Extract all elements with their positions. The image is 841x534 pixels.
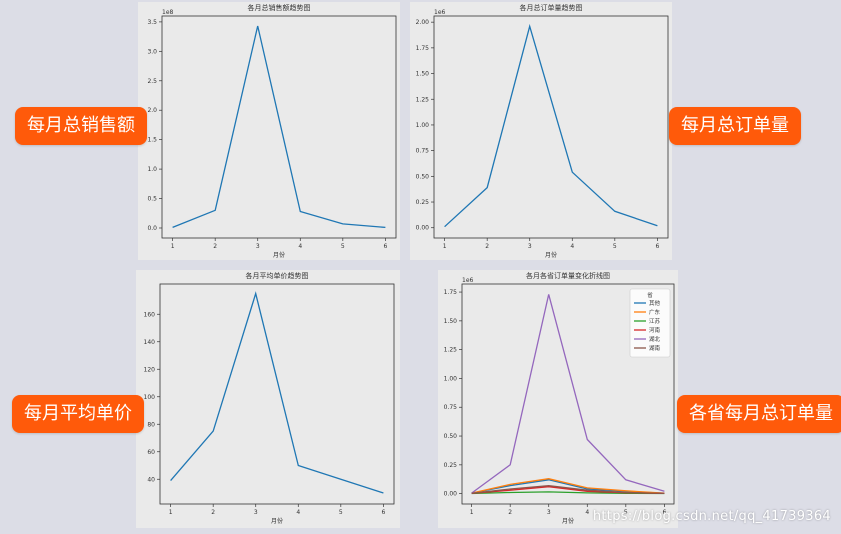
x-tick-label: 5 bbox=[613, 243, 617, 250]
x-tick-label: 3 bbox=[528, 243, 532, 250]
y-offset-label: 1e6 bbox=[434, 9, 446, 16]
legend-title: 省 bbox=[647, 291, 653, 299]
chart-title: 各月平均单价趋势图 bbox=[246, 271, 309, 280]
y-tick-label: 2.5 bbox=[147, 78, 157, 85]
y-tick-label: 1.0 bbox=[147, 166, 157, 173]
y-tick-label: 1.75 bbox=[444, 289, 458, 296]
series-line-4 bbox=[471, 294, 665, 494]
y-tick-label: 100 bbox=[144, 394, 156, 401]
x-tick-label: 4 bbox=[296, 509, 300, 516]
y-tick-label: 1.50 bbox=[416, 71, 430, 78]
chart-panel-2: 各月总订单量趋势图 1e6 1 2 3 4 5 6 0.00 0.25 0.50 0.75 1.00 1.… bbox=[410, 2, 672, 260]
y-tick-label: 0.75 bbox=[444, 404, 458, 411]
x-tick-label: 2 bbox=[211, 509, 215, 516]
x-tick-label: 6 bbox=[662, 509, 666, 516]
legend-label: 江苏 bbox=[649, 317, 661, 325]
y-tick-label: 60 bbox=[147, 449, 155, 456]
y-tick-label: 0.50 bbox=[416, 173, 430, 180]
legend-label: 广东 bbox=[649, 308, 661, 316]
x-axis-label: 月份 bbox=[545, 251, 557, 259]
label-sales-badge: 每月总销售额 bbox=[15, 107, 147, 145]
x-tick-label: 5 bbox=[341, 243, 345, 250]
watermark-url: https://blog.csdn.net/qq_41739364 bbox=[592, 509, 831, 524]
province-orders-chart-svg: 各月各省订单量变化折线图 1e6 1 2 3 4 5 6 0.00 0.25 0.50 0.75 1.0… bbox=[444, 271, 675, 525]
x-tick-label: 2 bbox=[508, 509, 512, 516]
y-tick-label: 0.5 bbox=[147, 196, 157, 203]
y-offset-label: 1e8 bbox=[162, 9, 174, 16]
chart-title: 各月各省订单量变化折线图 bbox=[526, 271, 610, 280]
x-tick-label: 1 bbox=[470, 509, 474, 516]
y-tick-label: 1.5 bbox=[147, 137, 157, 144]
chart-panel-1: 各月总销售额趋势图 1e8 1 2 3 4 5 6 0.0 0.5 1.0 1.5 2.0 2.5 3.0 3… bbox=[138, 2, 400, 260]
y-tick-label: 0.75 bbox=[416, 148, 430, 155]
y-tick-label: 0.50 bbox=[444, 433, 458, 440]
series-line-1 bbox=[471, 478, 665, 494]
y-tick-label: 1.00 bbox=[444, 375, 458, 382]
x-tick-label: 5 bbox=[339, 509, 343, 516]
series-line-0 bbox=[170, 291, 384, 494]
y-tick-label: 0.25 bbox=[416, 199, 430, 206]
sales-chart-svg: 各月总销售额趋势图 1e8 1 2 3 4 5 6 0.0 0.5 1.0 1.5 2.0 2.5 3.0 3… bbox=[147, 3, 397, 259]
legend-label: 湖南 bbox=[649, 344, 661, 352]
y-tick-label: 1.75 bbox=[416, 45, 430, 52]
y-tick-label: 0.0 bbox=[147, 225, 157, 232]
x-tick-label: 2 bbox=[485, 243, 489, 250]
y-tick-label: 1.25 bbox=[416, 96, 430, 103]
x-axis-label: 月份 bbox=[271, 517, 283, 525]
legend-box bbox=[629, 288, 671, 358]
y-offset-label: 1e6 bbox=[462, 277, 474, 284]
legend-label: 其他 bbox=[649, 299, 661, 307]
y-tick-label: 1.00 bbox=[416, 122, 430, 129]
y-tick-label: 2.0 bbox=[147, 107, 157, 114]
x-tick-label: 4 bbox=[585, 509, 589, 516]
series-line-0 bbox=[444, 23, 658, 228]
y-tick-label: 0.00 bbox=[416, 225, 430, 232]
plot-frame bbox=[161, 15, 397, 239]
x-tick-label: 4 bbox=[298, 243, 302, 250]
x-tick-label: 2 bbox=[213, 243, 217, 250]
chart-panel-3: 各月平均单价趋势图 1 2 3 4 5 6 40 60 80 100 120 140 160 月份 bbox=[136, 270, 400, 528]
x-tick-label: 5 bbox=[624, 509, 628, 516]
plot-frame bbox=[159, 283, 395, 505]
x-tick-label: 6 bbox=[381, 509, 385, 516]
x-tick-label: 3 bbox=[547, 509, 551, 516]
x-tick-label: 4 bbox=[570, 243, 574, 250]
x-tick-label: 1 bbox=[443, 243, 447, 250]
y-tick-label: 120 bbox=[144, 366, 156, 373]
label-province-orders-badge: 各省每月总订单量 bbox=[677, 395, 841, 433]
label-avg-price-badge: 每月平均单价 bbox=[12, 395, 144, 433]
avg-price-chart-svg: 各月平均单价趋势图 1 2 3 4 5 6 40 60 80 100 120 140 160 月份 bbox=[144, 271, 395, 525]
x-tick-label: 3 bbox=[254, 509, 258, 516]
y-tick-label: 1.25 bbox=[444, 347, 458, 354]
x-tick-label: 6 bbox=[655, 243, 659, 250]
x-axis-label: 月份 bbox=[562, 517, 574, 525]
y-tick-label: 0.00 bbox=[444, 491, 458, 498]
orders-chart-svg: 各月总订单量趋势图 1e6 1 2 3 4 5 6 0.00 0.25 0.50 0.75 1.00 1.… bbox=[416, 3, 669, 259]
x-tick-label: 1 bbox=[171, 243, 175, 250]
series-line-0 bbox=[172, 25, 386, 229]
legend-label: 湖北 bbox=[649, 335, 661, 343]
y-tick-label: 1.50 bbox=[444, 318, 458, 325]
y-tick-label: 2.00 bbox=[416, 19, 430, 26]
x-tick-label: 6 bbox=[383, 243, 387, 250]
series-line-5 bbox=[471, 484, 665, 495]
chart-panel-4: 各月各省订单量变化折线图 1e6 1 2 3 4 5 6 0.00 0.25 0.50 0.75 1.0… bbox=[438, 270, 678, 528]
chart-title: 各月总订单量趋势图 bbox=[520, 3, 583, 12]
y-tick-label: 140 bbox=[144, 339, 156, 346]
y-tick-label: 80 bbox=[147, 421, 155, 428]
y-tick-label: 0.25 bbox=[444, 462, 458, 469]
y-tick-label: 3.5 bbox=[147, 19, 157, 26]
x-tick-label: 3 bbox=[256, 243, 260, 250]
x-tick-label: 1 bbox=[169, 509, 173, 516]
chart-title: 各月总销售额趋势图 bbox=[248, 3, 311, 12]
y-tick-label: 40 bbox=[147, 476, 155, 483]
legend-label: 河南 bbox=[649, 326, 661, 334]
label-orders-badge: 每月总订单量 bbox=[669, 107, 801, 145]
y-tick-label: 3.0 bbox=[147, 48, 157, 55]
y-tick-label: 160 bbox=[144, 311, 156, 318]
x-axis-label: 月份 bbox=[273, 251, 285, 259]
